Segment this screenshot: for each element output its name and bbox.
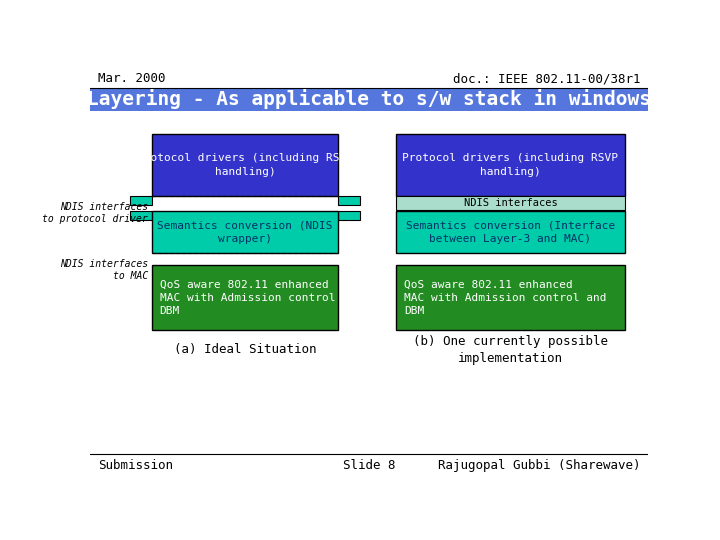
Text: NDIS interfaces
to MAC: NDIS interfaces to MAC	[60, 259, 148, 281]
Text: Protocol drivers (including RSVP
handling): Protocol drivers (including RSVP handlin…	[402, 153, 618, 177]
Text: NDIS interfaces
to protocol driver: NDIS interfaces to protocol driver	[42, 202, 148, 224]
Text: (a) Ideal Situation: (a) Ideal Situation	[174, 343, 316, 356]
Text: Mar. 2000: Mar. 2000	[98, 72, 166, 85]
FancyBboxPatch shape	[152, 134, 338, 195]
FancyBboxPatch shape	[90, 88, 648, 111]
FancyBboxPatch shape	[152, 211, 338, 253]
FancyBboxPatch shape	[338, 195, 360, 205]
FancyBboxPatch shape	[130, 211, 152, 220]
FancyBboxPatch shape	[396, 195, 625, 210]
Text: Submission: Submission	[98, 458, 173, 472]
FancyBboxPatch shape	[396, 134, 625, 195]
FancyBboxPatch shape	[130, 195, 152, 205]
Text: doc.: IEEE 802.11-00/38r1: doc.: IEEE 802.11-00/38r1	[453, 72, 640, 85]
FancyBboxPatch shape	[152, 265, 338, 330]
Text: Semantics conversion (NDIS
wrapper): Semantics conversion (NDIS wrapper)	[157, 221, 333, 244]
Text: Protocol drivers (including RSVP
handling): Protocol drivers (including RSVP handlin…	[137, 153, 353, 177]
FancyBboxPatch shape	[338, 211, 360, 220]
Text: Layering - As applicable to s/w stack in windows: Layering - As applicable to s/w stack in…	[87, 90, 651, 110]
Text: NDIS interfaces: NDIS interfaces	[464, 198, 557, 207]
FancyBboxPatch shape	[396, 211, 625, 253]
Text: QoS aware 802.11 enhanced
MAC with Admission control and
DBM: QoS aware 802.11 enhanced MAC with Admis…	[160, 280, 362, 316]
Text: Semantics conversion (Interface
between Layer-3 and MAC): Semantics conversion (Interface between …	[406, 221, 615, 244]
Text: (b) One currently possible
implementation: (b) One currently possible implementatio…	[413, 335, 608, 365]
Text: Slide 8: Slide 8	[343, 458, 395, 472]
Text: Rajugopal Gubbi (Sharewave): Rajugopal Gubbi (Sharewave)	[438, 458, 640, 472]
Text: QoS aware 802.11 enhanced
MAC with Admission control and
DBM: QoS aware 802.11 enhanced MAC with Admis…	[404, 280, 606, 316]
FancyBboxPatch shape	[396, 265, 625, 330]
